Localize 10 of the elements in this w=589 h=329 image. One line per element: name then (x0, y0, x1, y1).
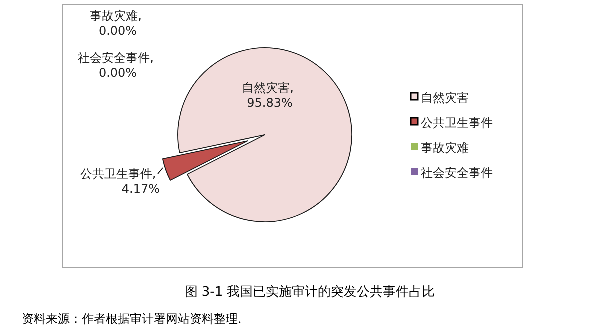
text: 社会安全事件, 0.00% (78, 51, 154, 80)
legend-label: 社会安全事件 (421, 166, 493, 180)
text: 资料来源：作者根据审计署网站资料整理. (22, 312, 242, 326)
text: 事故灾难, 0.00% (90, 9, 142, 38)
data-label: 自然灾害, 95.83% (242, 81, 298, 110)
legend-label: 自然灾害 (421, 91, 469, 105)
text: 图 3-1 我国已实施审计的突发公共事件占比 (184, 284, 436, 300)
legend-label: 事故灾难 (421, 141, 469, 155)
data-label: 公共卫生事件, 4.17% (80, 167, 160, 196)
legend-label: 公共卫生事件 (421, 116, 493, 130)
